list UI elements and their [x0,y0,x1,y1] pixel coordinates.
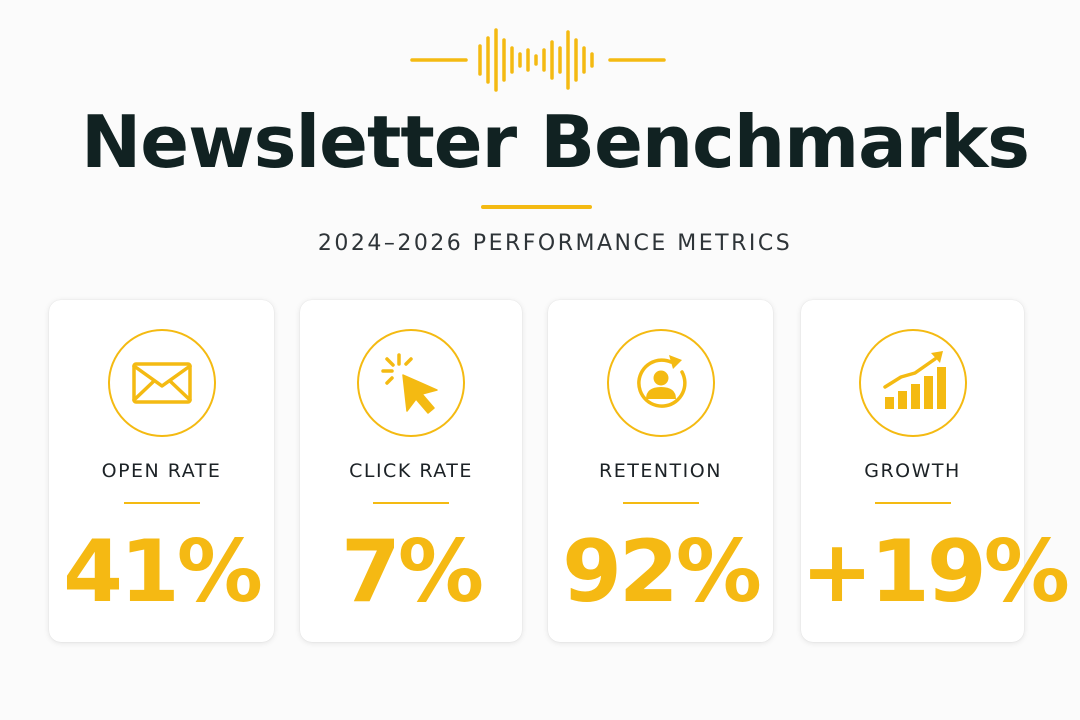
metric-divider [123,502,200,504]
metric-label: OPEN RATE [101,460,222,482]
metric-card-open-rate: OPEN RATE 41% [49,300,274,642]
page-subtitle: 2024–2026 PERFORMANCE METRICS [317,231,793,256]
metric-value: 41% [63,522,263,622]
metric-label: RETENTION [599,460,722,482]
bar-chart-growth-icon [882,351,946,409]
title-divider [481,205,592,209]
cursor-click-icon [381,353,438,414]
metric-value: 92% [562,522,762,622]
metric-card-retention: RETENTION 92% [548,300,773,642]
metric-divider [622,502,699,504]
metric-label: GROWTH [864,460,961,482]
metric-divider [373,502,449,504]
icon-circle [107,329,216,437]
metric-divider [874,502,951,504]
envelope-icon [131,362,192,404]
icon-circle [858,329,967,437]
icon-circle [606,329,715,437]
metric-card-growth: GROWTH +19% [801,300,1070,642]
page-title: Newsletter Benchmarks [81,100,1030,184]
icon-circle [357,329,465,437]
metric-value: 7% [340,522,484,622]
metric-label: CLICK RATE [349,460,473,482]
user-refresh-icon [636,355,687,408]
metric-card-click-rate: CLICK RATE 7% [300,300,522,642]
metric-value: +19% [801,522,1070,622]
waveform-ornament-icon [410,28,666,92]
